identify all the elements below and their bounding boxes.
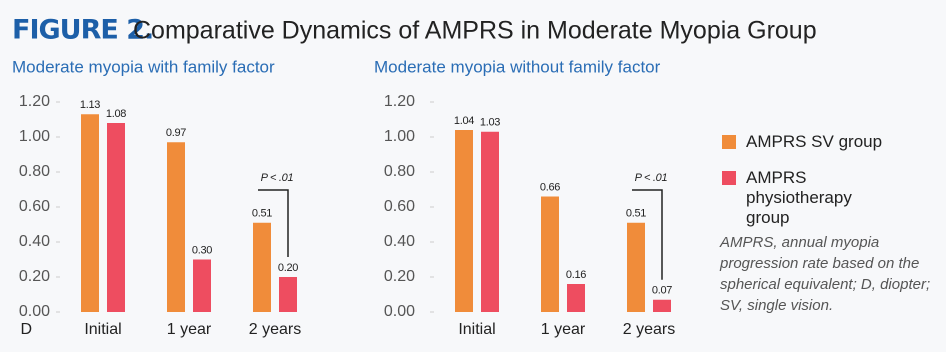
annotation: P < .01 [261, 172, 294, 184]
bar [193, 259, 211, 312]
x-tick-label: 2 years [249, 321, 301, 338]
value-label: 0.66 [540, 181, 560, 193]
x-tick-label: 2 years [623, 321, 675, 338]
y-tick-label: 0.80 [19, 163, 50, 180]
value-label: 1.03 [480, 117, 500, 129]
y-tick-label: 1.00 [384, 128, 415, 145]
value-label: 0.20 [278, 262, 298, 274]
value-label: 0.16 [566, 269, 586, 281]
figure-label: FIGURE 2. [12, 15, 153, 46]
y-tick-label: 0.60 [19, 198, 50, 215]
significance-bracket [632, 189, 663, 280]
annotation: P < .01 [635, 172, 668, 184]
legend-swatch [722, 171, 736, 185]
x-tick-label: 1 year [167, 321, 212, 338]
bar [167, 142, 185, 312]
bar [481, 131, 499, 312]
y-tick-label: 0.40 [19, 233, 50, 250]
bar [107, 123, 125, 312]
chart-subtitle: Moderate myopia with family factor [12, 57, 275, 76]
legend-label: AMPRS SV group [746, 132, 883, 151]
y-tick-label: 0.20 [19, 268, 50, 285]
legend-item: AMPRS physiotherapy group [722, 168, 922, 228]
y-tick-label: 0.40 [384, 233, 415, 250]
bar [653, 299, 671, 312]
value-label: 1.08 [106, 108, 126, 120]
y-tick-label: 0.60 [384, 198, 415, 215]
y-tick-label: 1.20 [19, 93, 50, 110]
y-tick-label: 1.20 [384, 93, 415, 110]
value-label: 0.97 [166, 127, 186, 139]
y-tick-label: 0.20 [384, 268, 415, 285]
value-label: 0.51 [252, 208, 272, 220]
value-label: 1.13 [80, 99, 100, 111]
bar [253, 222, 271, 312]
bar [567, 284, 585, 312]
bar [455, 130, 473, 312]
bar [81, 114, 99, 312]
legend-item: AMPRS SV group [722, 132, 922, 152]
y-tick-label: 0.00 [384, 303, 415, 320]
x-tick-label: 1 year [541, 321, 586, 338]
significance-bracket [258, 189, 289, 257]
chart-subtitle: Moderate myopia without family factor [374, 57, 661, 76]
bar [279, 277, 297, 312]
y-tick-label: 0.00 [19, 303, 50, 320]
y-axis-label: D [20, 321, 32, 338]
value-label: 1.04 [454, 115, 474, 127]
bar [541, 196, 559, 312]
value-label: 0.51 [626, 208, 646, 220]
y-tick-label: 1.00 [19, 128, 50, 145]
figure-title: Comparative Dynamics of AMPRS in Moderat… [133, 17, 817, 45]
bar [627, 222, 645, 312]
y-tick-label: 0.80 [384, 163, 415, 180]
legend-label: AMPRS physiotherapy group [746, 168, 852, 227]
value-label: 0.07 [652, 285, 672, 297]
legend-swatch [722, 135, 736, 149]
value-label: 0.30 [192, 244, 212, 256]
x-tick-label: Initial [458, 321, 495, 338]
footnote: AMPRS, annual myopia progression rate ba… [720, 234, 931, 314]
x-tick-label: Initial [84, 321, 121, 338]
